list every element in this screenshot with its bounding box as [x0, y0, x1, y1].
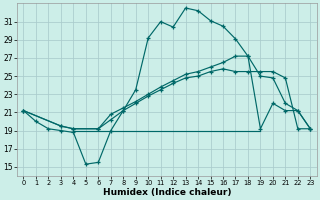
X-axis label: Humidex (Indice chaleur): Humidex (Indice chaleur) — [103, 188, 231, 197]
